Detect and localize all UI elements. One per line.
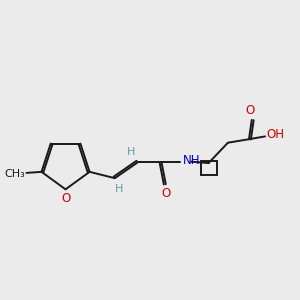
Text: O: O [245, 104, 255, 117]
Text: O: O [61, 192, 70, 205]
Text: O: O [161, 187, 170, 200]
Text: OH: OH [266, 128, 284, 141]
Text: H: H [127, 147, 136, 157]
Text: NH: NH [183, 154, 201, 167]
Text: CH₃: CH₃ [4, 169, 25, 178]
Text: H: H [115, 184, 123, 194]
